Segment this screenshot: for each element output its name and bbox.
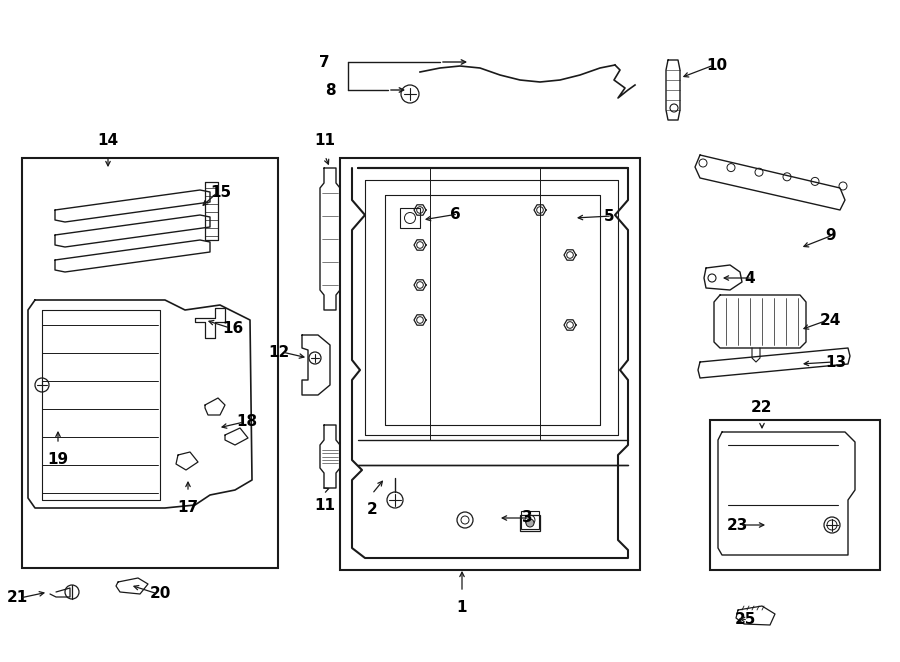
Text: 21: 21 bbox=[7, 591, 28, 606]
Text: 25: 25 bbox=[734, 612, 756, 628]
Text: 5: 5 bbox=[604, 209, 615, 224]
Text: 10: 10 bbox=[706, 58, 727, 73]
Text: 15: 15 bbox=[210, 185, 231, 199]
Text: 20: 20 bbox=[150, 587, 171, 602]
Text: 17: 17 bbox=[177, 500, 199, 515]
Text: 1: 1 bbox=[457, 600, 467, 615]
Text: 2: 2 bbox=[366, 502, 377, 517]
Text: 24: 24 bbox=[820, 312, 842, 328]
Text: 22: 22 bbox=[752, 400, 773, 415]
Text: 23: 23 bbox=[726, 518, 748, 532]
Bar bbox=[340, 158, 640, 570]
Text: 11: 11 bbox=[314, 498, 336, 513]
Text: 12: 12 bbox=[269, 344, 290, 359]
Text: 6: 6 bbox=[450, 207, 461, 222]
Text: 14: 14 bbox=[97, 133, 119, 148]
Text: 9: 9 bbox=[825, 228, 835, 242]
Text: 8: 8 bbox=[326, 83, 336, 97]
Circle shape bbox=[526, 519, 534, 527]
Text: 18: 18 bbox=[236, 414, 257, 430]
Text: 7: 7 bbox=[320, 54, 330, 70]
Text: 3: 3 bbox=[522, 510, 533, 526]
Text: 11: 11 bbox=[314, 133, 336, 148]
Bar bbox=[521, 511, 539, 529]
Text: 4: 4 bbox=[744, 271, 754, 285]
Bar bbox=[520, 515, 540, 531]
Bar bbox=[710, 420, 880, 570]
Text: 19: 19 bbox=[48, 452, 68, 467]
Text: 13: 13 bbox=[825, 354, 846, 369]
Bar bbox=[400, 208, 420, 228]
Bar bbox=[22, 158, 278, 568]
Text: 16: 16 bbox=[222, 320, 243, 336]
